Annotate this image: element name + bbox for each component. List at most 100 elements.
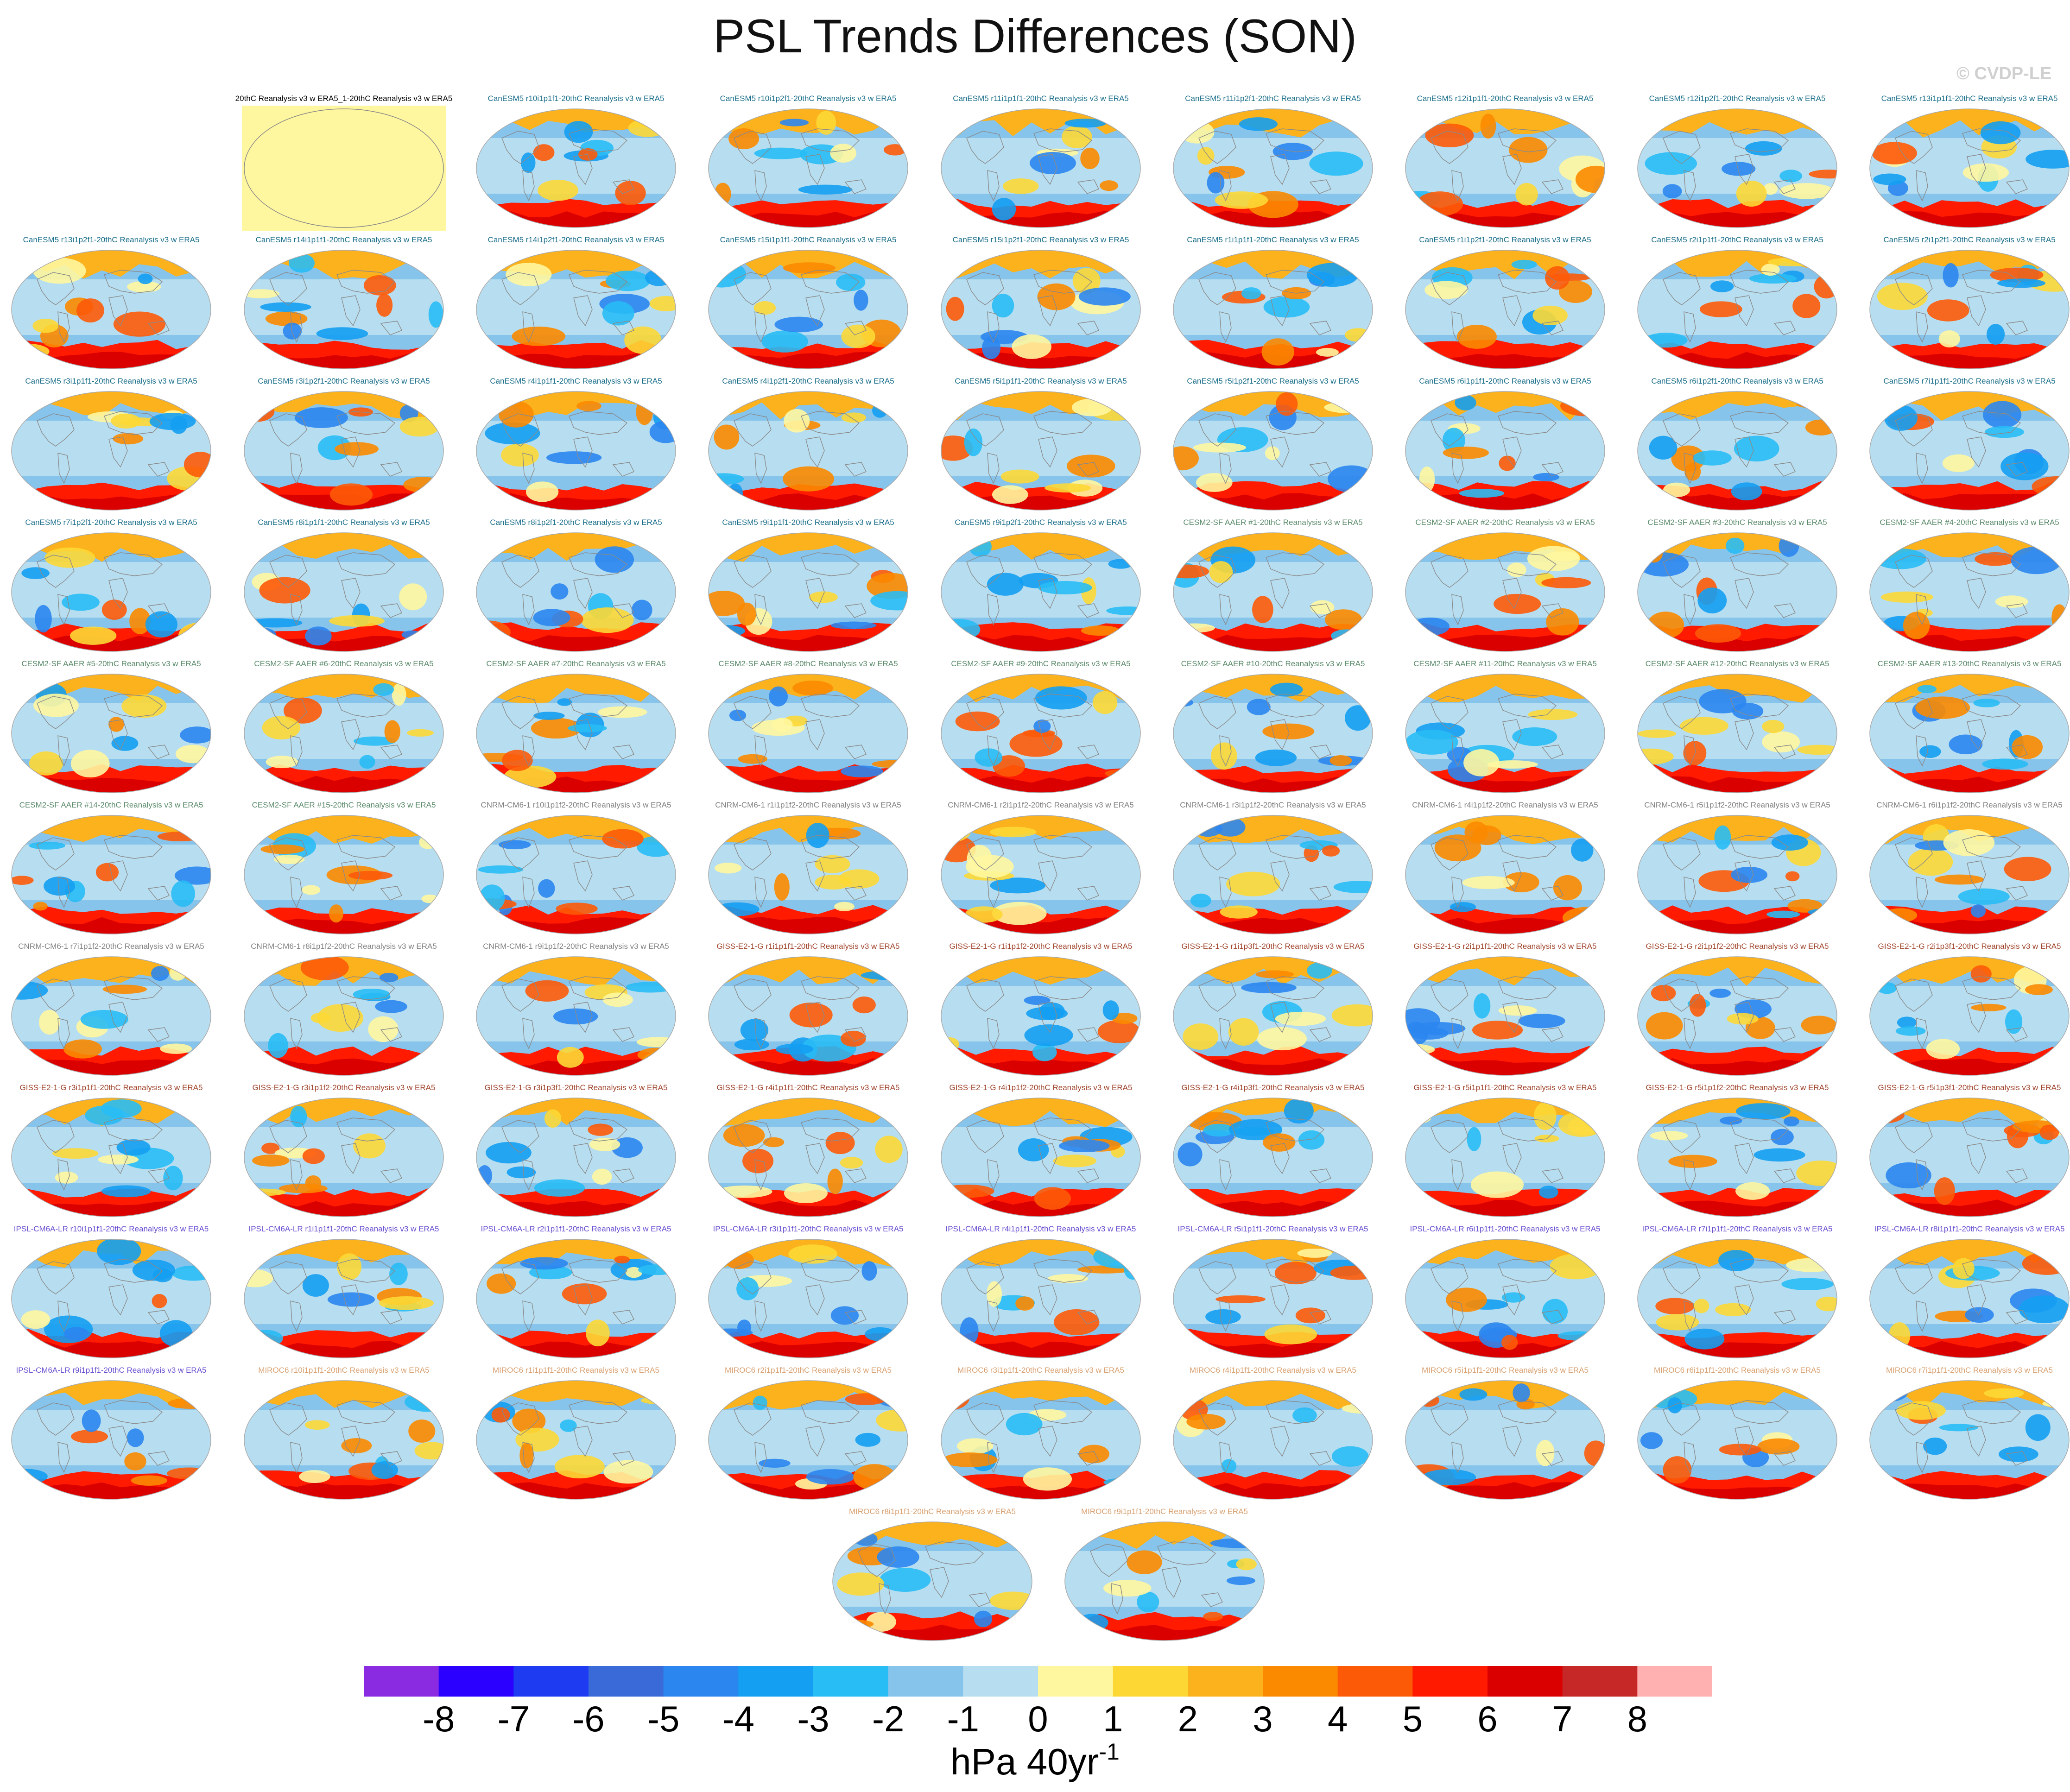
colorbar-tick-label: 1 xyxy=(1102,1698,1123,1739)
psl-trend-map xyxy=(476,815,676,934)
panel-title: GISS-E2-1-G r4i1p1f1-20thC Reanalysis v3… xyxy=(716,1083,900,1092)
colorbar-tick-label: 3 xyxy=(1253,1698,1273,1739)
psl-trend-map xyxy=(1405,815,1605,934)
panel-title: IPSL-CM6A-LR r8i1p1f1-20thC Reanalysis v… xyxy=(1874,1224,2065,1233)
panel-title: CESM2-SF AAER #4-20thC Reanalysis v3 w E… xyxy=(1880,518,2059,527)
psl-trend-map xyxy=(1173,1098,1373,1217)
panel-title: CanESM5 r4i1p2f1-20thC Reanalysis v3 w E… xyxy=(722,377,894,385)
psl-trend-map xyxy=(708,532,908,652)
map-panel: MIROC6 r5i1p1f1-20thC Reanalysis v3 w ER… xyxy=(1394,1366,1616,1505)
psl-trend-map xyxy=(11,815,211,934)
map-panel: CanESM5 r10i1p1f1-20thC Reanalysis v3 w … xyxy=(465,94,687,233)
colorbar-unit-main: hPa 40yr xyxy=(950,1741,1099,1782)
colorbar-swatch xyxy=(1113,1666,1188,1697)
psl-trend-map xyxy=(941,391,1141,511)
colorbar-swatch xyxy=(738,1666,814,1697)
panel-title: CNRM-CM6-1 r3i1p1f2-20thC Reanalysis v3 … xyxy=(1180,801,1366,809)
psl-trend-map xyxy=(1869,956,2070,1076)
psl-trend-map xyxy=(1173,815,1373,934)
panel-title: 20thC Reanalysis v3 w ERA5_1-20thC Reana… xyxy=(235,94,453,103)
map-panel: GISS-E2-1-G r5i1p1f2-20thC Reanalysis v3… xyxy=(1626,1083,1848,1223)
panel-title: CanESM5 r10i1p1f1-20thC Reanalysis v3 w … xyxy=(487,94,665,103)
psl-trend-map xyxy=(1869,532,2070,652)
map-panel: IPSL-CM6A-LR r6i1p1f1-20thC Reanalysis v… xyxy=(1394,1224,1616,1364)
panel-title: CESM2-SF AAER #2-20thC Reanalysis v3 w E… xyxy=(1415,518,1595,527)
map-panel: IPSL-CM6A-LR r9i1p1f1-20thC Reanalysis v… xyxy=(0,1366,222,1505)
panel-title: IPSL-CM6A-LR r1i1p1f1-20thC Reanalysis v… xyxy=(248,1224,439,1233)
panel-title: CanESM5 r3i1p1f1-20thC Reanalysis v3 w E… xyxy=(25,377,197,385)
colorbar-swatch xyxy=(1263,1666,1338,1697)
psl-trend-map xyxy=(11,1098,211,1217)
panel-title: GISS-E2-1-G r3i1p3f1-20thC Reanalysis v3… xyxy=(484,1083,668,1092)
colorbar-tick-label: 6 xyxy=(1477,1698,1498,1739)
map-panel: CNRM-CM6-1 r5i1p1f2-20thC Reanalysis v3 … xyxy=(1626,801,1848,940)
psl-trend-map xyxy=(1637,815,1837,934)
psl-trend-map xyxy=(244,250,444,369)
panel-title: IPSL-CM6A-LR r2i1p1f1-20thC Reanalysis v… xyxy=(481,1224,671,1233)
map-panel: IPSL-CM6A-LR r7i1p1f1-20thC Reanalysis v… xyxy=(1626,1224,1848,1364)
psl-trend-map xyxy=(1637,1098,1837,1217)
psl-trend-map xyxy=(941,108,1141,228)
psl-trend-map xyxy=(1869,391,2070,511)
panel-title: CESM2-SF AAER #11-20thC Reanalysis v3 w … xyxy=(1413,659,1597,668)
panel-title: CanESM5 r13i1p2f1-20thC Reanalysis v3 w … xyxy=(23,235,200,244)
map-panel: MIROC6 r7i1p1f1-20thC Reanalysis v3 w ER… xyxy=(1858,1366,2070,1505)
map-panel: CanESM5 r15i1p2f1-20thC Reanalysis v3 w … xyxy=(930,235,1152,375)
map-panel: CanESM5 r7i1p2f1-20thC Reanalysis v3 w E… xyxy=(0,518,222,657)
map-panel: IPSL-CM6A-LR r8i1p1f1-20thC Reanalysis v… xyxy=(1858,1224,2070,1364)
panel-title: MIROC6 r5i1p1f1-20thC Reanalysis v3 w ER… xyxy=(1422,1366,1589,1375)
psl-trend-map xyxy=(941,532,1141,652)
panel-title: CanESM5 r14i1p2f1-20thC Reanalysis v3 w … xyxy=(487,235,665,244)
psl-trend-map xyxy=(708,674,908,793)
psl-trend-map xyxy=(244,956,444,1076)
map-panel: CanESM5 r11i1p1f1-20thC Reanalysis v3 w … xyxy=(930,94,1152,233)
map-panel: CanESM5 r9i1p2f1-20thC Reanalysis v3 w E… xyxy=(930,518,1152,657)
psl-trend-map xyxy=(708,250,908,369)
panel-title: MIROC6 r9i1p1f1-20thC Reanalysis v3 w ER… xyxy=(1081,1507,1248,1516)
psl-trend-map xyxy=(244,1098,444,1217)
colorbar-tick-label: -6 xyxy=(572,1698,605,1739)
map-panel: CESM2-SF AAER #3-20thC Reanalysis v3 w E… xyxy=(1626,518,1848,657)
map-panel: GISS-E2-1-G r4i1p1f2-20thC Reanalysis v3… xyxy=(930,1083,1152,1223)
map-panel: GISS-E2-1-G r4i1p3f1-20thC Reanalysis v3… xyxy=(1162,1083,1384,1223)
map-panel: CanESM5 r14i1p1f1-20thC Reanalysis v3 w … xyxy=(233,235,455,375)
map-panel: CanESM5 r10i1p2f1-20thC Reanalysis v3 w … xyxy=(697,94,919,233)
map-panel: CNRM-CM6-1 r6i1p1f2-20thC Reanalysis v3 … xyxy=(1858,801,2070,940)
panel-title: GISS-E2-1-G r5i1p1f2-20thC Reanalysis v3… xyxy=(1646,1083,1829,1092)
map-panel: GISS-E2-1-G r1i1p1f2-20thC Reanalysis v3… xyxy=(930,942,1152,1081)
psl-trend-map xyxy=(708,815,908,934)
psl-trend-map xyxy=(1173,1380,1373,1500)
panel-title: CanESM5 r12i1p1f1-20thC Reanalysis v3 w … xyxy=(1417,94,1594,103)
panel-title: GISS-E2-1-G r1i1p3f1-20thC Reanalysis v3… xyxy=(1181,942,1365,951)
colorbar-tick-label: -3 xyxy=(797,1698,829,1739)
panel-title: CESM2-SF AAER #12-20thC Reanalysis v3 w … xyxy=(1645,659,1829,668)
psl-trend-map xyxy=(1405,956,1605,1076)
map-panel: CESM2-SF AAER #11-20thC Reanalysis v3 w … xyxy=(1394,659,1616,799)
psl-trend-map xyxy=(244,391,444,511)
panel-title: CanESM5 r11i1p1f1-20thC Reanalysis v3 w … xyxy=(953,94,1129,103)
panel-title: CanESM5 r2i1p2f1-20thC Reanalysis v3 w E… xyxy=(1883,235,2056,244)
colorbar-swatch xyxy=(963,1666,1038,1697)
psl-trend-map xyxy=(1637,1239,1837,1358)
psl-trend-map xyxy=(244,815,444,934)
map-panel: IPSL-CM6A-LR r10i1p1f1-20thC Reanalysis … xyxy=(0,1224,222,1364)
psl-trend-map xyxy=(1637,532,1837,652)
map-panel: CNRM-CM6-1 r10i1p1f2-20thC Reanalysis v3… xyxy=(465,801,687,940)
psl-trend-map xyxy=(708,391,908,511)
psl-trend-map xyxy=(1405,391,1605,511)
panel-title: GISS-E2-1-G r3i1p1f1-20thC Reanalysis v3… xyxy=(19,1083,203,1092)
panel-title: CESM2-SF AAER #9-20thC Reanalysis v3 w E… xyxy=(951,659,1131,668)
panel-title: MIROC6 r2i1p1f1-20thC Reanalysis v3 w ER… xyxy=(725,1366,892,1375)
panel-title: CESM2-SF AAER #13-20thC Reanalysis v3 w … xyxy=(1877,659,2062,668)
psl-trend-map xyxy=(1869,815,2070,934)
map-panel: CanESM5 r2i1p1f1-20thC Reanalysis v3 w E… xyxy=(1626,235,1848,375)
psl-trend-map xyxy=(1637,250,1837,369)
psl-trend-map xyxy=(476,108,676,228)
map-panel: GISS-E2-1-G r3i1p1f1-20thC Reanalysis v3… xyxy=(0,1083,222,1223)
panel-title: CESM2-SF AAER #1-20thC Reanalysis v3 w E… xyxy=(1183,518,1363,527)
psl-trend-map xyxy=(941,956,1141,1076)
colorbar-swatch xyxy=(438,1666,514,1697)
map-panel: GISS-E2-1-G r3i1p1f2-20thC Reanalysis v3… xyxy=(233,1083,455,1223)
panel-title: CanESM5 r8i1p1f1-20thC Reanalysis v3 w E… xyxy=(258,518,430,527)
